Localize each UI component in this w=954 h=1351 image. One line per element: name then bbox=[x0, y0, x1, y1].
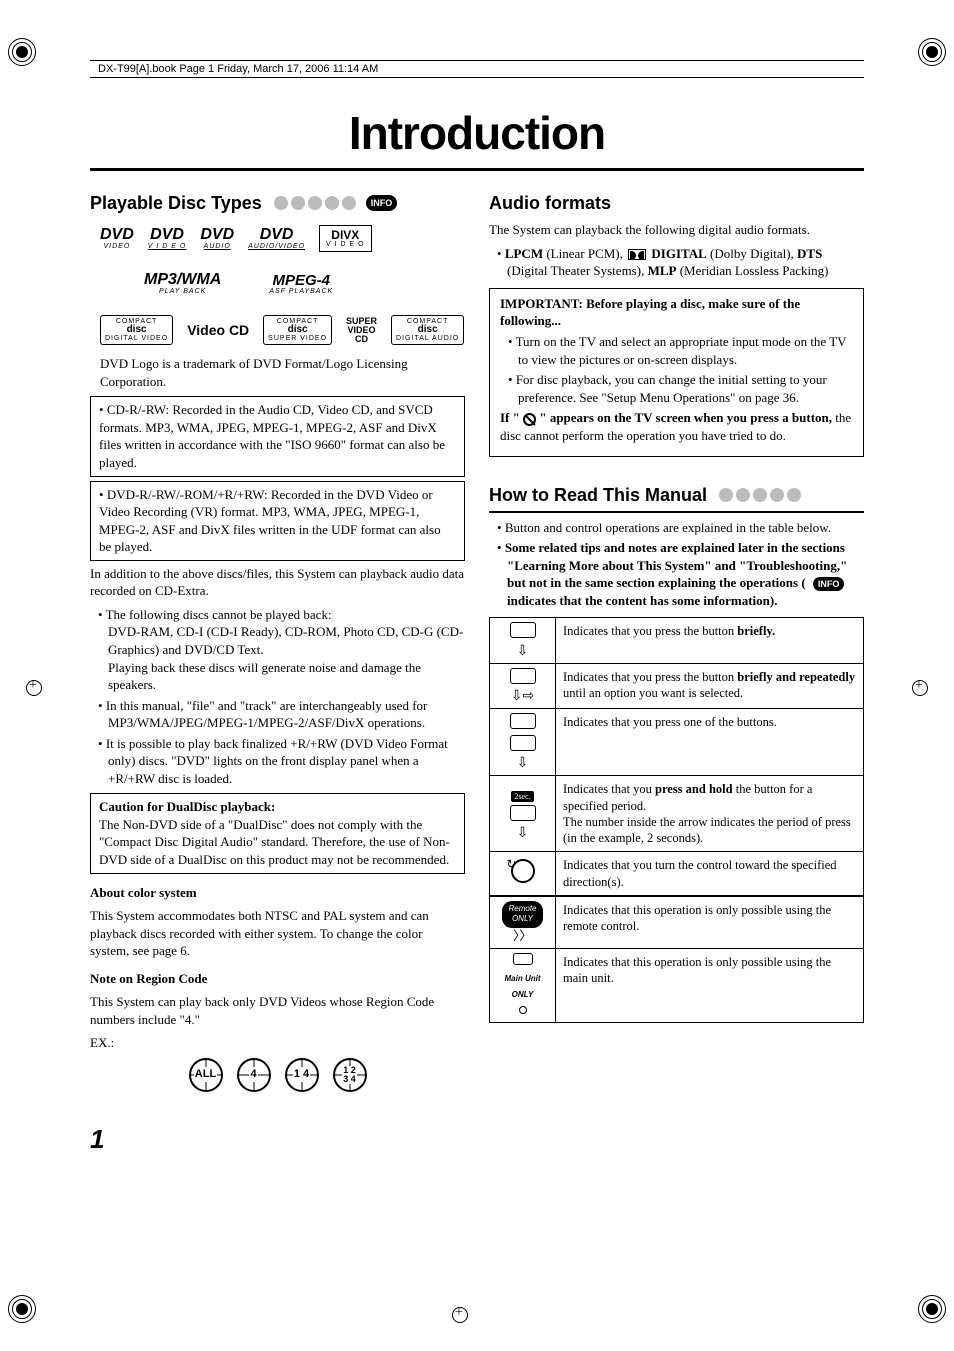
video-cd-logo: Video CD bbox=[187, 323, 249, 337]
dvd-av-logo: DVDAUDIO/VIDEO bbox=[248, 227, 305, 250]
two-column-layout: Playable Disc Types INFO DVDVIDEO DVDV I… bbox=[90, 191, 864, 1157]
dvdr-box: • DVD-R/-RW/-ROM/+R/+RW: Recorded in the… bbox=[90, 481, 465, 561]
cd-digital-video-logo: COMPACTdiscDIGITAL VIDEO bbox=[100, 315, 173, 345]
howto-item-1: Button and control operations are explai… bbox=[489, 519, 864, 537]
imp-item-1: Turn on the TV and select an appropriate… bbox=[500, 333, 853, 368]
file-track-item: In this manual, "file" and "track" are i… bbox=[90, 697, 465, 732]
cannot-play-item: The following discs cannot be played bac… bbox=[90, 606, 465, 694]
globe-4: 4 bbox=[237, 1058, 271, 1092]
turn-control-icon bbox=[490, 852, 556, 896]
icon-legend-table: ⇩ Indicates that you press the button br… bbox=[489, 617, 864, 1023]
howto-heading: How to Read This Manual bbox=[489, 483, 864, 512]
page-number: 1 bbox=[90, 1122, 465, 1157]
finalized-item: It is possible to play back finalized +R… bbox=[90, 735, 465, 788]
table-row: Remote ONLY 〉〉 Indicates that this opera… bbox=[490, 896, 864, 949]
dolby-icon bbox=[628, 249, 646, 260]
cd-digital-audio-logo: COMPACTdiscDIGITAL AUDIO bbox=[391, 315, 464, 345]
mp3-wma-logo: MP3/WMAPLAY BACK bbox=[144, 272, 221, 295]
mpeg4-logo: MPEG-4ASF PLAYBACK bbox=[269, 273, 333, 295]
addition-text: In addition to the above discs/files, th… bbox=[90, 565, 465, 600]
region-code-heading: Note on Region Code bbox=[90, 970, 465, 988]
audio-intro: The System can playback the following di… bbox=[489, 221, 864, 239]
press-one-icon: ⇩ bbox=[490, 708, 556, 776]
disc-logo-grid: DVDVIDEO DVDV I D E O DVDAUDIO DVDAUDIO/… bbox=[100, 225, 465, 345]
table-row: ⇩ Indicates that you press one of the bu… bbox=[490, 708, 864, 776]
mainunit-only-icon: Main Unit ONLY bbox=[490, 948, 556, 1022]
section-title-text: Playable Disc Types bbox=[90, 191, 262, 215]
important-heading: IMPORTANT: Before playing a disc, make s… bbox=[500, 296, 800, 329]
dvd-video-logo: DVDVIDEO bbox=[100, 227, 134, 250]
globe-all: ALL bbox=[189, 1058, 223, 1092]
info-badge: INFO bbox=[366, 195, 398, 211]
press-brief-icon: ⇩ bbox=[490, 618, 556, 663]
important-box: IMPORTANT: Before playing a disc, make s… bbox=[489, 288, 864, 457]
table-row: 2sec.⇩ Indicates that you press and hold… bbox=[490, 776, 864, 852]
region-globes: ALL 4 1 4 1 2 3 4 bbox=[90, 1058, 465, 1092]
region-code-body: This System can play back only DVD Video… bbox=[90, 993, 465, 1028]
right-column: Audio formats The System can playback th… bbox=[489, 191, 864, 1157]
dvd-video2-logo: DVDV I D E O bbox=[148, 227, 187, 250]
press-hold-icon: 2sec.⇩ bbox=[490, 776, 556, 852]
howto-section: How to Read This Manual Button and contr… bbox=[489, 483, 864, 1023]
press-repeat-icon: ⇩⇨ bbox=[490, 663, 556, 708]
caution-heading: Caution for DualDisc playback: bbox=[99, 799, 275, 814]
table-row: Main Unit ONLY Indicates that this opera… bbox=[490, 948, 864, 1022]
heading-dots bbox=[274, 196, 356, 210]
globe-14: 1 4 bbox=[285, 1058, 319, 1092]
imp-if-line: If " " appears on the TV screen when you… bbox=[500, 409, 853, 444]
trademark-note: DVD Logo is a trademark of DVD Format/Lo… bbox=[100, 355, 465, 390]
playable-disc-heading: Playable Disc Types INFO bbox=[90, 191, 465, 215]
notes-list: The following discs cannot be played bac… bbox=[90, 606, 465, 787]
region-ex-label: EX.: bbox=[90, 1034, 465, 1052]
dvd-audio-logo: DVDAUDIO bbox=[200, 227, 234, 250]
heading-dots bbox=[719, 488, 801, 502]
header-filepath: DX-T99[A].book Page 1 Friday, March 17, … bbox=[90, 60, 864, 78]
color-system-body: This System accommodates both NTSC and P… bbox=[90, 907, 465, 960]
howto-item-2: Some related tips and notes are explaine… bbox=[489, 539, 864, 609]
left-column: Playable Disc Types INFO DVDVIDEO DVDV I… bbox=[90, 191, 465, 1157]
svcd-logo: SUPERVIDEOCD bbox=[346, 317, 377, 344]
imp-item-2: For disc playback, you can change the in… bbox=[500, 371, 853, 406]
main-title: Introduction bbox=[90, 106, 864, 171]
page-container: DX-T99[A].book Page 1 Friday, March 17, … bbox=[0, 0, 954, 1217]
audio-formats-heading: Audio formats bbox=[489, 191, 864, 215]
prohibit-icon bbox=[523, 413, 536, 426]
table-row: Indicates that you turn the control towa… bbox=[490, 852, 864, 896]
color-system-heading: About color system bbox=[90, 884, 465, 902]
table-row: ⇩⇨ Indicates that you press the button b… bbox=[490, 663, 864, 708]
dualdisc-caution-box: Caution for DualDisc playback: The Non-D… bbox=[90, 793, 465, 873]
table-row: ⇩ Indicates that you press the button br… bbox=[490, 618, 864, 663]
audio-format-list: LPCM (Linear PCM), DIGITAL (Dolby Digita… bbox=[489, 245, 864, 280]
globe-1234: 1 2 3 4 bbox=[333, 1058, 367, 1092]
audio-format-item: LPCM (Linear PCM), DIGITAL (Dolby Digita… bbox=[489, 245, 864, 280]
remote-only-icon: Remote ONLY 〉〉 bbox=[490, 896, 556, 949]
cd-super-video-logo: COMPACTdiscSUPER VIDEO bbox=[263, 315, 332, 345]
info-badge: INFO bbox=[813, 577, 845, 591]
divx-logo: DIVXV I D E O bbox=[319, 225, 372, 252]
caution-body: The Non-DVD side of a "DualDisc" does no… bbox=[99, 817, 450, 867]
cdr-box: • CD-R/-RW: Recorded in the Audio CD, Vi… bbox=[90, 396, 465, 476]
